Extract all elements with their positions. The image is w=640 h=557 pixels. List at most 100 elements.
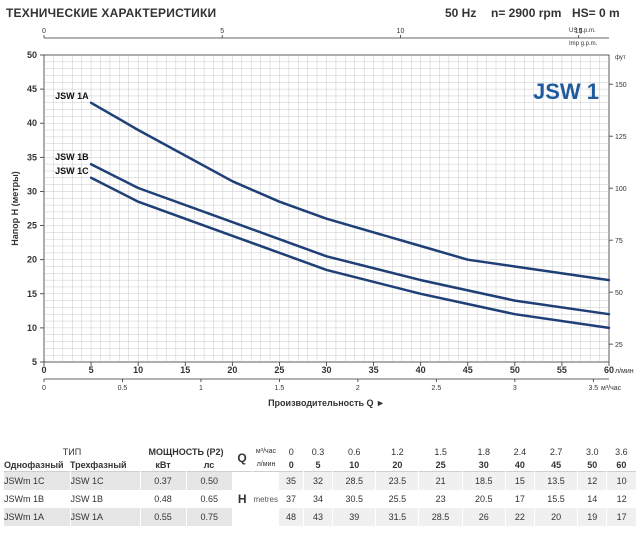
m3h-tick-label: 3.5 xyxy=(588,385,598,392)
x-tick-label: 50 xyxy=(510,365,520,375)
x-tick-label: 40 xyxy=(416,365,426,375)
speed-label: n= 2900 rpm xyxy=(491,6,562,20)
suction-height-label: HS= 0 m xyxy=(572,6,620,20)
x-tick-label: 35 xyxy=(369,365,379,375)
head-cell: 15 xyxy=(504,471,535,490)
y-tick-label: 45 xyxy=(27,84,37,94)
curve-jsw-1c xyxy=(89,176,611,330)
page-title: ТЕХНИЧЕСКИЕ ХАРАКТЕРИСТИКИ xyxy=(6,6,217,20)
model-single-phase: JSWm 1A xyxy=(4,508,70,526)
ft-tick-label: 125 xyxy=(615,134,627,141)
head-cell: 32 xyxy=(302,471,333,490)
x-unit-label: л/мин xyxy=(615,368,634,375)
gpm-tick-label: 5 xyxy=(220,28,224,35)
y-tick-label: 5 xyxy=(32,357,37,367)
three-phase-header: Трехфазный xyxy=(70,459,127,470)
curve-label: JSW 1C xyxy=(55,166,89,176)
q-m3h-cell: 1.5 xyxy=(434,446,447,457)
head-cell: 19 xyxy=(577,508,607,526)
q-m3h-cell: 0.6 xyxy=(347,446,361,457)
power-hp: 0.65 xyxy=(185,490,232,508)
y-tick-label: 35 xyxy=(27,152,37,162)
head-cell: 12 xyxy=(577,471,607,490)
head-cell: 48 xyxy=(279,508,304,526)
chart-title: JSW 1 xyxy=(533,79,599,104)
q-label: Q xyxy=(237,451,247,465)
head-cell: 18.5 xyxy=(461,471,506,490)
head-cell: 17 xyxy=(606,508,636,526)
q-lmin-cell: 20 xyxy=(392,459,403,470)
m3h-unit-label: м³/час xyxy=(601,385,622,392)
x-tick-label: 25 xyxy=(274,365,284,375)
q-lmin-cell: 25 xyxy=(435,459,446,470)
ft-tick-label: 75 xyxy=(615,238,623,245)
x-tick-label: 20 xyxy=(227,365,237,375)
x-tick-label: 15 xyxy=(180,365,190,375)
head-cell: 37 xyxy=(285,494,296,504)
us-gpm-unit: US g.p.m. xyxy=(569,28,596,34)
h-unit: metres xyxy=(253,494,278,504)
head-cell: 23 xyxy=(418,490,463,508)
table-row: JSWm 1B JSW 1B 0.48 0.65 H metres 37 34 … xyxy=(4,490,636,508)
model-three-phase: JSW 1C xyxy=(69,471,140,490)
power-hp: 0.50 xyxy=(185,471,232,490)
m3h-tick-label: 0 xyxy=(42,385,46,392)
unit-lmin: л/мин xyxy=(252,458,279,472)
gpm-tick-label: 0 xyxy=(42,28,46,35)
model-single-phase: JSWm 1B xyxy=(4,494,45,504)
ft-tick-label: 25 xyxy=(615,342,623,349)
model-three-phase: JSW 1A xyxy=(69,508,140,526)
head-cell: 10 xyxy=(606,471,636,490)
gpm-tick-label: 10 xyxy=(397,28,405,35)
performance-table: ТИП МОЩНОСТЬ (P2) Q м³/час 0 0.3 0.6 1.2… xyxy=(4,445,636,526)
m3h-tick-label: 2 xyxy=(356,385,360,392)
table-row: JSWm 1C JSW 1C 0.37 0.50 35 32 28.5 23.5… xyxy=(4,471,636,490)
y-tick-label: 50 xyxy=(27,50,37,60)
q-m3h-cell: 1.8 xyxy=(477,446,490,457)
q-m3h-cell: 0 xyxy=(288,446,294,457)
x-tick-label: 5 xyxy=(89,365,94,375)
y-axis-title: Напор H (метры) xyxy=(10,171,20,246)
y-tick-label: 25 xyxy=(27,221,37,231)
curve-label: JSW 1B xyxy=(55,152,89,162)
q-m3h-cell: 1.2 xyxy=(391,446,404,457)
head-cell: 31.5 xyxy=(375,508,419,526)
head-cell: 13.5 xyxy=(533,471,578,490)
x-tick-label: 45 xyxy=(463,365,473,375)
head-cell: 34 xyxy=(302,490,333,508)
q-lmin-cell: 30 xyxy=(478,459,489,470)
q-lmin-cell: 10 xyxy=(349,459,360,470)
y-tick-label: 40 xyxy=(27,118,37,128)
single-phase-header: Однофазный xyxy=(4,459,64,470)
power-kw: 0.37 xyxy=(139,471,186,490)
x-tick-label: 60 xyxy=(604,365,614,375)
m3h-tick-label: 1 xyxy=(199,385,203,392)
unit-m3h: м³/час xyxy=(252,445,279,458)
curve-jsw-1a xyxy=(89,101,611,282)
head-cell: 20 xyxy=(533,508,578,526)
q-m3h-cell: 2.7 xyxy=(549,446,563,457)
table-head-power: МОЩНОСТЬ (P2) xyxy=(148,446,224,457)
imp-gpm-unit: Imp g.p.m. xyxy=(569,41,598,47)
head-cell: 15.5 xyxy=(533,490,578,508)
hp-header: лс xyxy=(203,459,215,470)
head-cell: 28.5 xyxy=(418,508,463,526)
q-lmin-cell: 45 xyxy=(551,459,562,470)
head-cell: 20.5 xyxy=(461,490,506,508)
table-row: JSWm 1A JSW 1A 0.55 0.75 48 43 39 31.5 2… xyxy=(4,508,636,526)
head-cell: 23.5 xyxy=(375,471,419,490)
table-head-type: ТИП xyxy=(62,446,82,457)
power-hp: 0.75 xyxy=(185,508,232,526)
kw-header: кВт xyxy=(155,459,171,470)
model-single-phase: JSWm 1C xyxy=(4,471,70,490)
m3h-tick-label: 1.5 xyxy=(275,385,285,392)
head-cell: 25.5 xyxy=(375,490,419,508)
power-kw: 0.55 xyxy=(139,508,186,526)
x-tick-label: 0 xyxy=(41,365,46,375)
head-cell: 14 xyxy=(577,490,607,508)
h-label: H xyxy=(237,492,247,506)
q-m3h-cell: 0.3 xyxy=(311,446,325,457)
head-cell: 21 xyxy=(418,471,463,490)
x-tick-label: 30 xyxy=(321,365,331,375)
q-m3h-cell: 2.4 xyxy=(513,446,527,457)
